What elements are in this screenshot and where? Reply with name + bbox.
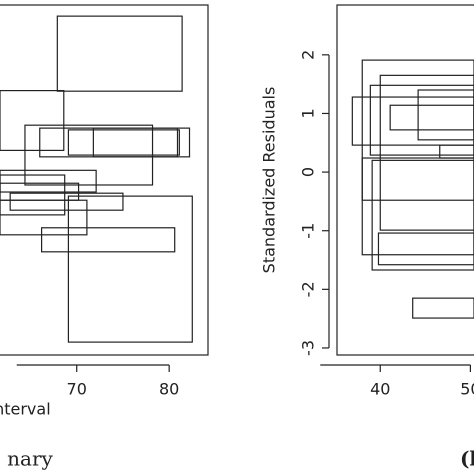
panel-caption: nary (7, 447, 53, 471)
interval-box (379, 74, 474, 231)
interval-box (92, 127, 179, 158)
y-tick-label: 0 (299, 167, 318, 177)
interval-box (412, 297, 474, 319)
interval-box (40, 227, 176, 253)
interval-box (67, 129, 180, 156)
y-tick-label: -3 (299, 340, 318, 356)
y-tick-label: 2 (299, 50, 318, 60)
y-tick-label: -1 (299, 223, 318, 239)
y-axis-label: Standardized Residuals (260, 87, 279, 274)
x-tick-label: 50 (460, 380, 474, 399)
interval-box (377, 232, 474, 266)
interval-box (439, 144, 474, 159)
interval-box (361, 157, 474, 256)
interval-box (9, 192, 124, 211)
x-tick-label: 80 (159, 380, 179, 399)
plot-frame (0, 4, 209, 356)
panel-caption: (b) (460, 447, 474, 471)
interval-box (389, 104, 474, 131)
x-tick-label: 70 (67, 380, 87, 399)
interval-box (56, 15, 183, 92)
interval-box (67, 195, 193, 343)
interval-box (369, 84, 474, 156)
interval-box (0, 182, 80, 201)
y-tick-label: 1 (299, 108, 318, 118)
interval-box (0, 169, 97, 193)
interval-box (0, 89, 65, 151)
plot-frame (336, 4, 474, 356)
interval-box (39, 127, 191, 158)
interval-box (0, 174, 66, 216)
interval-box (0, 199, 88, 236)
y-tick-label: -2 (299, 281, 318, 297)
interval-box (361, 59, 474, 201)
interval-box (371, 159, 474, 271)
x-tick-label: 40 (370, 380, 390, 399)
x-axis-label: Interval (0, 400, 51, 419)
